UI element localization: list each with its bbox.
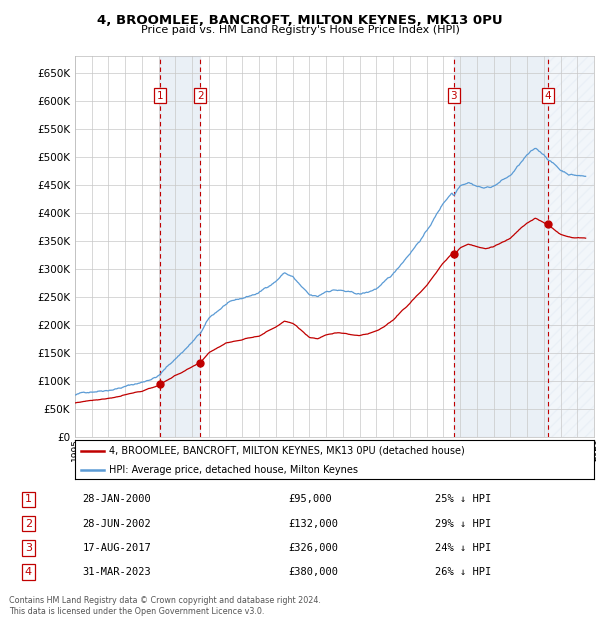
Text: £95,000: £95,000: [288, 494, 332, 505]
Text: 4: 4: [25, 567, 32, 577]
Text: 31-MAR-2023: 31-MAR-2023: [82, 567, 151, 577]
Text: 25% ↓ HPI: 25% ↓ HPI: [435, 494, 491, 505]
Text: Contains HM Land Registry data © Crown copyright and database right 2024.
This d: Contains HM Land Registry data © Crown c…: [9, 596, 321, 616]
Text: £132,000: £132,000: [288, 519, 338, 529]
Bar: [160, 56, 200, 437]
Text: 1: 1: [25, 494, 32, 505]
Text: 28-JUN-2002: 28-JUN-2002: [82, 519, 151, 529]
Text: 3: 3: [25, 543, 32, 553]
Bar: [548, 56, 600, 437]
Text: £326,000: £326,000: [288, 543, 338, 553]
Text: Price paid vs. HM Land Registry's House Price Index (HPI): Price paid vs. HM Land Registry's House …: [140, 25, 460, 35]
Text: 4, BROOMLEE, BANCROFT, MILTON KEYNES, MK13 0PU: 4, BROOMLEE, BANCROFT, MILTON KEYNES, MK…: [97, 14, 503, 27]
Text: HPI: Average price, detached house, Milton Keynes: HPI: Average price, detached house, Milt…: [109, 465, 358, 475]
Text: 24% ↓ HPI: 24% ↓ HPI: [435, 543, 491, 553]
Text: £380,000: £380,000: [288, 567, 338, 577]
Text: 29% ↓ HPI: 29% ↓ HPI: [435, 519, 491, 529]
Text: 17-AUG-2017: 17-AUG-2017: [82, 543, 151, 553]
Text: 26% ↓ HPI: 26% ↓ HPI: [435, 567, 491, 577]
Bar: [454, 56, 548, 437]
Text: 3: 3: [451, 91, 457, 101]
Text: 1: 1: [157, 91, 163, 101]
Text: 2: 2: [25, 519, 32, 529]
Text: 28-JAN-2000: 28-JAN-2000: [82, 494, 151, 505]
Text: 4: 4: [545, 91, 551, 101]
Text: 2: 2: [197, 91, 204, 101]
Text: 4, BROOMLEE, BANCROFT, MILTON KEYNES, MK13 0PU (detached house): 4, BROOMLEE, BANCROFT, MILTON KEYNES, MK…: [109, 446, 464, 456]
